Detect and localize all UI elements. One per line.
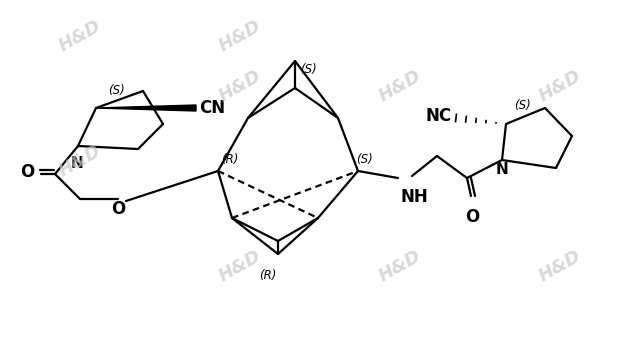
Text: H&D: H&D <box>56 17 105 55</box>
Text: (R): (R) <box>259 269 277 282</box>
Text: O: O <box>20 163 34 181</box>
Text: H&D: H&D <box>376 67 424 105</box>
Text: (S): (S) <box>300 63 317 76</box>
Text: (S): (S) <box>514 99 531 112</box>
Text: O: O <box>111 200 125 218</box>
Text: H&D: H&D <box>56 142 105 180</box>
Text: CN: CN <box>199 99 225 117</box>
Text: H&D: H&D <box>216 17 265 55</box>
Text: N: N <box>496 162 508 177</box>
Text: H&D: H&D <box>535 67 584 105</box>
Text: NC: NC <box>426 107 452 125</box>
Text: O: O <box>465 208 479 226</box>
Text: H&D: H&D <box>216 247 265 285</box>
Polygon shape <box>96 105 196 111</box>
Text: (S): (S) <box>108 84 125 97</box>
Text: H&D: H&D <box>216 67 265 105</box>
Text: N: N <box>71 156 83 171</box>
Text: H&D: H&D <box>376 247 424 285</box>
Text: (R): (R) <box>221 153 238 166</box>
Text: (S): (S) <box>356 153 373 166</box>
Text: H&D: H&D <box>535 247 584 285</box>
Text: NH: NH <box>400 188 428 206</box>
